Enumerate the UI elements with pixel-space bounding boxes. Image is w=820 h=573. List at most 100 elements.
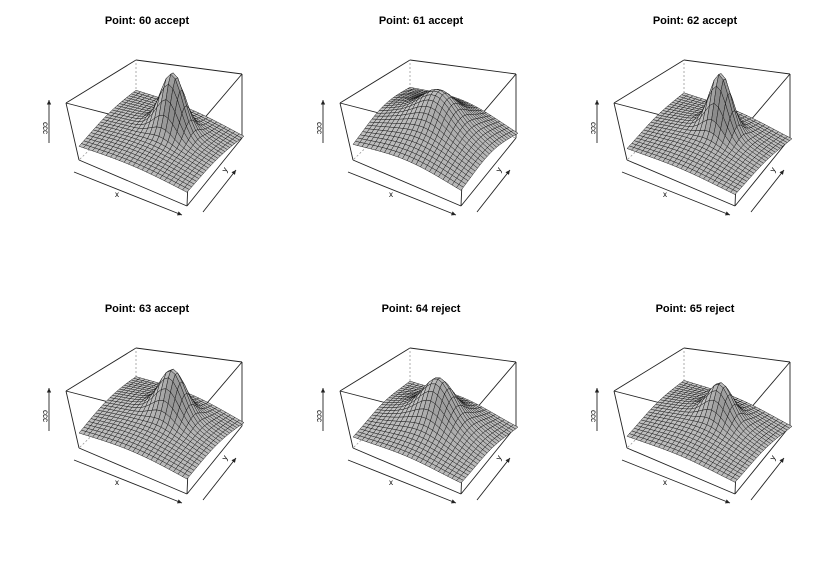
x-axis-label: x: [115, 478, 119, 487]
z-axis-label: ccc: [589, 410, 598, 422]
box-edge: [409, 59, 517, 75]
x-axis-arrow: [621, 459, 731, 504]
box-edge: [339, 102, 354, 161]
surface-facet: [182, 473, 190, 480]
y-axis-arrow-head: [779, 458, 784, 463]
box-edge: [135, 347, 243, 363]
surface-facet: [456, 477, 464, 484]
surface-mesh: [78, 368, 245, 480]
box-edge: [683, 347, 791, 363]
box-edge: [65, 102, 80, 161]
y-axis-label: y: [768, 166, 778, 174]
box-edge: [613, 59, 685, 104]
y-axis-arrow-head: [779, 170, 784, 175]
x-axis-label: x: [389, 190, 393, 199]
y-axis-arrow-head: [231, 458, 236, 463]
x-axis-arrow: [347, 171, 457, 216]
box-edge: [339, 390, 354, 449]
surface-panel-4: Point: 63 accept x y ccc: [41, 303, 245, 504]
z-axis-label: ccc: [589, 122, 598, 134]
x-axis-label: x: [115, 190, 119, 199]
box-edge: [626, 159, 736, 207]
z-axis-label: ccc: [315, 122, 324, 134]
x-axis-arrow-head: [451, 499, 456, 504]
box-edge: [352, 159, 462, 207]
surface-panel-1: Point: 60 accept x y ccc: [41, 15, 245, 216]
y-axis-arrow: [476, 457, 511, 501]
box-edge: [352, 447, 462, 495]
box-edge: [460, 137, 517, 207]
z-axis-arrow-head: [594, 100, 600, 105]
y-axis-arrow: [202, 457, 237, 501]
z-axis-arrow-head: [320, 388, 326, 393]
z-axis-label: ccc: [41, 410, 50, 422]
z-axis-arrow-head: [594, 388, 600, 393]
x-axis-label: x: [663, 478, 667, 487]
y-axis-arrow: [750, 169, 785, 213]
panel-title: Point: 63 accept: [105, 303, 190, 315]
x-axis-label: x: [389, 478, 393, 487]
y-axis-arrow: [202, 169, 237, 213]
x-axis-arrow-head: [725, 499, 730, 504]
y-axis-arrow: [750, 457, 785, 501]
y-axis-arrow-head: [231, 170, 236, 175]
box-edge: [339, 347, 411, 392]
x-axis-arrow: [73, 459, 183, 504]
y-axis-arrow-head: [505, 458, 510, 463]
box-edge: [65, 347, 137, 392]
x-axis-arrow: [621, 171, 731, 216]
box-edge: [409, 347, 517, 363]
surface-facet: [456, 184, 464, 191]
box-edge: [613, 390, 628, 449]
box-edge: [613, 347, 685, 392]
box-edge: [613, 102, 628, 161]
y-axis-label: y: [494, 166, 504, 174]
x-axis-arrow: [73, 171, 183, 216]
surface-mesh: [626, 73, 793, 195]
x-axis-arrow-head: [177, 211, 182, 216]
y-axis-label: y: [494, 454, 504, 462]
z-axis-arrow-head: [46, 100, 52, 105]
y-axis-label: y: [768, 454, 778, 462]
z-axis-arrow-head: [46, 388, 52, 393]
x-axis-arrow-head: [451, 211, 456, 216]
panel-title: Point: 60 accept: [105, 15, 190, 27]
box-edge: [186, 137, 243, 207]
surface-panel-6: Point: 65 reject x y ccc: [589, 303, 793, 504]
surface-facet: [730, 189, 738, 195]
box-edge: [734, 137, 791, 207]
z-axis-label: ccc: [315, 410, 324, 422]
surface-panel-5: Point: 64 reject x y ccc: [315, 303, 519, 504]
box-edge: [65, 59, 137, 104]
panel-title: Point: 62 accept: [653, 15, 738, 27]
box-edge: [683, 59, 791, 75]
y-axis-arrow-head: [505, 170, 510, 175]
surface-panel-3: Point: 62 accept x y ccc: [589, 15, 793, 216]
surface-mesh: [626, 380, 793, 483]
box-edge: [65, 390, 80, 449]
surface-facet: [730, 477, 738, 483]
panel-title: Point: 65 reject: [656, 303, 735, 315]
z-axis-label: ccc: [41, 122, 50, 134]
y-axis-arrow: [476, 169, 511, 213]
y-axis-label: y: [220, 454, 230, 462]
x-axis-arrow: [347, 459, 457, 504]
box-edge: [78, 447, 188, 495]
box-edge: [734, 425, 791, 495]
z-axis-arrow-head: [320, 100, 326, 105]
panel-title: Point: 61 accept: [379, 15, 464, 27]
box-edge: [339, 59, 411, 104]
surface-panel-2: Point: 61 accept x y ccc: [315, 15, 519, 216]
x-axis-label: x: [663, 190, 667, 199]
panel-title: Point: 64 reject: [382, 303, 461, 315]
surface-mesh: [352, 377, 519, 484]
y-axis-label: y: [220, 166, 230, 174]
x-axis-arrow-head: [725, 211, 730, 216]
x-axis-arrow-head: [177, 499, 182, 504]
box-edge: [135, 59, 243, 75]
surface-facet: [182, 186, 190, 193]
surface-mesh: [352, 87, 519, 191]
box-edge: [626, 447, 736, 495]
box-edge: [78, 159, 188, 207]
